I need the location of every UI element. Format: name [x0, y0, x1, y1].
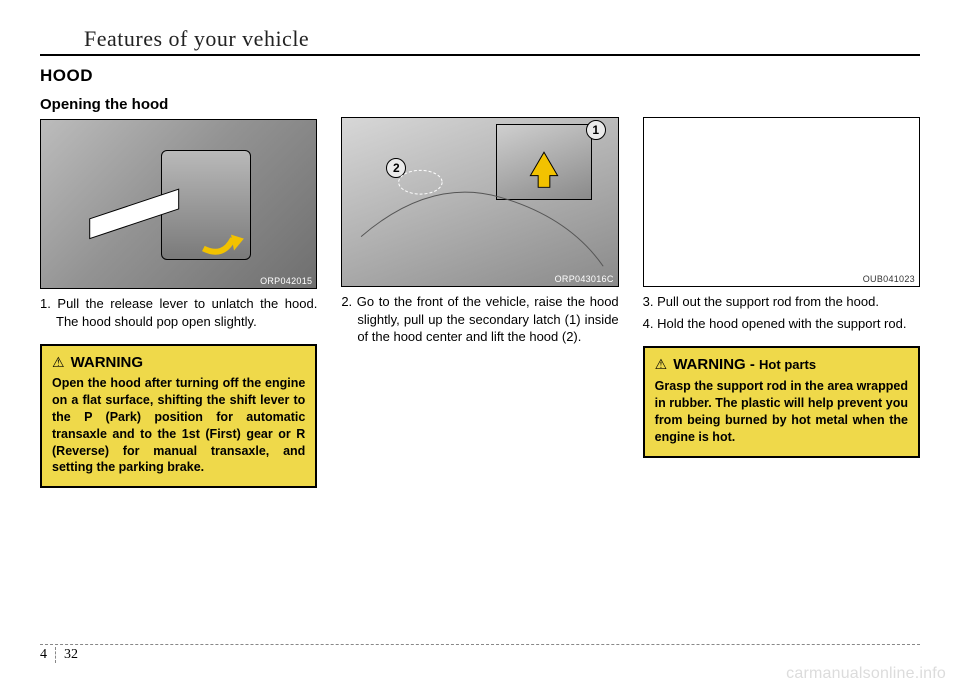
warning-box-1: ⚠ WARNING Open the hood after turning of…: [40, 344, 317, 488]
step-1: 1. Pull the release lever to unlatch the…: [40, 295, 317, 330]
vehicle-outline: [342, 118, 617, 286]
footer-inner: 4 32: [40, 647, 920, 663]
warning-title-row-1: ⚠ WARNING: [52, 354, 305, 371]
step-2: 2. Go to the front of the vehicle, raise…: [341, 293, 618, 346]
chapter-number: 4: [40, 647, 47, 663]
section-title: HOOD: [40, 66, 920, 86]
column-3: OUB041023 3. Pull out the support rod fr…: [643, 90, 920, 488]
watermark-text: carmanualsonline.info: [786, 665, 946, 683]
step-4: 4. Hold the hood opened with the support…: [643, 315, 920, 333]
column-2: 1 2 ORP043016C 2. Go to the front of the…: [341, 90, 618, 488]
figure-code-2: ORP043016C: [555, 274, 614, 284]
figure-code-1: ORP042015: [260, 276, 312, 286]
figure-hood-latch: 1 2 ORP043016C: [341, 117, 618, 287]
warning-title-row-2: ⚠ WARNING - Hot parts: [655, 356, 908, 374]
step-3: 3. Pull out the support rod from the hoo…: [643, 293, 920, 311]
warning-body-1: Open the hood after turning off the engi…: [52, 375, 305, 476]
subheading-opening-hood: Opening the hood: [40, 96, 317, 113]
warning-title-1: WARNING: [71, 354, 144, 371]
warning-subtitle-2: Hot parts: [759, 357, 816, 372]
chapter-header: Features of your vehicle: [40, 26, 920, 56]
warning-title-2: WARNING -: [673, 356, 759, 373]
spacer: [643, 90, 920, 117]
manual-page: Features of your vehicle HOOD Opening th…: [0, 0, 960, 689]
page-footer: 4 32: [40, 644, 920, 663]
content-columns: Opening the hood ORP042015 1. Pull the r…: [40, 90, 920, 488]
warning-icon: ⚠: [655, 357, 668, 371]
arrow-overlay: [41, 120, 316, 288]
column-1: Opening the hood ORP042015 1. Pull the r…: [40, 90, 317, 488]
chapter-title: Features of your vehicle: [84, 26, 920, 52]
warning-box-2: ⚠ WARNING - Hot parts Grasp the support …: [643, 346, 920, 458]
warning-icon: ⚠: [52, 355, 65, 369]
footer-separator: [55, 647, 56, 663]
figure-support-rod: OUB041023: [643, 117, 920, 287]
page-number: 32: [64, 647, 78, 663]
figure-code-3: OUB041023: [863, 274, 915, 284]
warning-body-2: Grasp the support rod in the area wrappe…: [655, 378, 908, 446]
figure-release-lever: ORP042015: [40, 119, 317, 289]
spacer: [341, 90, 618, 117]
